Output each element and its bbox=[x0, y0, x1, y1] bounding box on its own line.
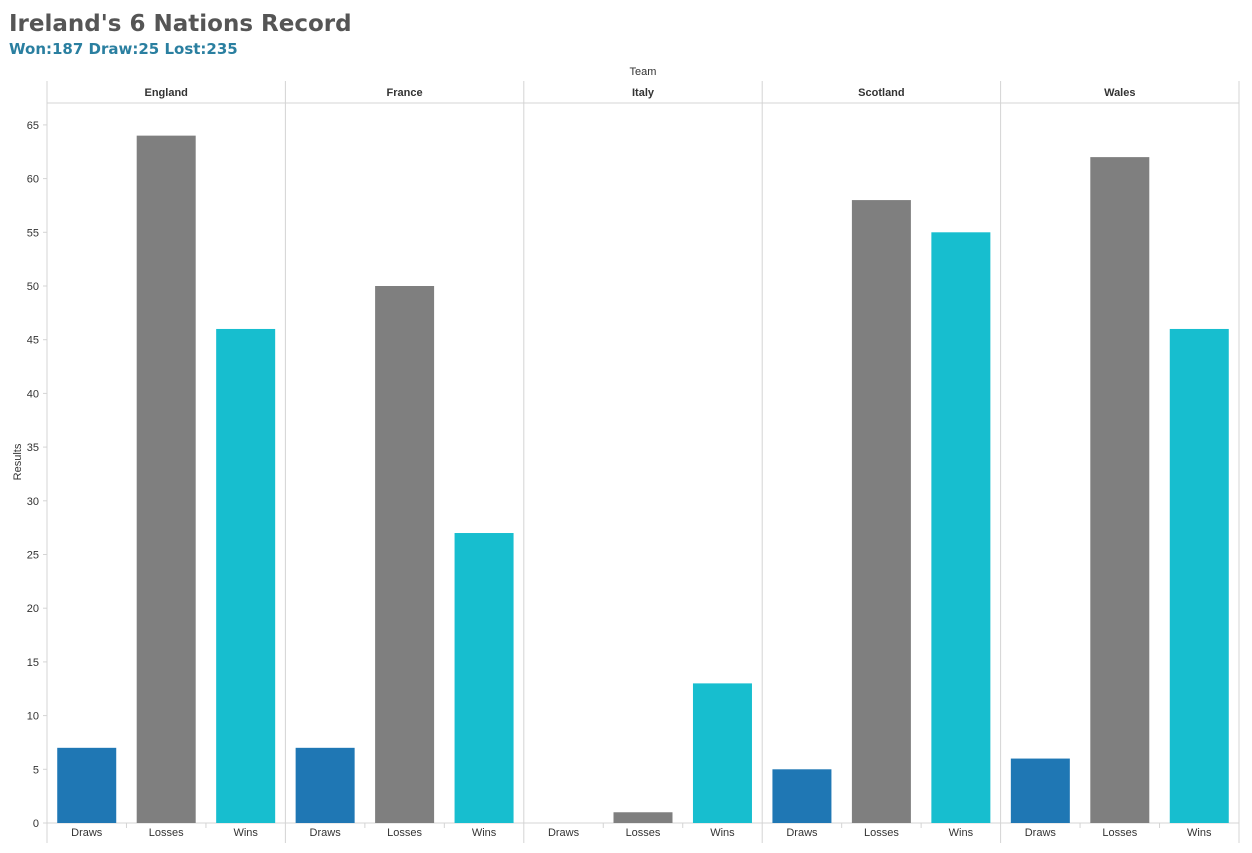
x-tick-label: Draws bbox=[310, 827, 342, 839]
x-tick-label: Wins bbox=[949, 827, 974, 839]
x-tick-label: Draws bbox=[548, 827, 580, 839]
x-tick-label: Losses bbox=[1102, 827, 1137, 839]
bar-france-wins bbox=[454, 533, 514, 823]
x-tick-label: Wins bbox=[710, 827, 735, 839]
y-tick-label: 10 bbox=[27, 711, 39, 723]
column-header: Team bbox=[630, 66, 657, 78]
x-tick-label: Losses bbox=[387, 827, 422, 839]
y-tick-label: 55 bbox=[27, 227, 39, 239]
x-tick-label: Losses bbox=[864, 827, 899, 839]
y-tick-label: 45 bbox=[27, 335, 39, 347]
y-tick-label: 20 bbox=[27, 603, 39, 615]
bar-england-draws bbox=[57, 747, 117, 823]
x-tick-label: Wins bbox=[233, 827, 258, 839]
chart-subtitle: Won:187 Draw:25 Lost:235 bbox=[9, 40, 238, 58]
bar-france-losses bbox=[375, 286, 435, 823]
x-tick-label: Losses bbox=[626, 827, 661, 839]
x-tick-label: Draws bbox=[71, 827, 103, 839]
x-tick-label: Draws bbox=[1025, 827, 1057, 839]
panel-header-england: England bbox=[145, 87, 188, 99]
bar-england-wins bbox=[216, 328, 276, 823]
bar-england-losses bbox=[136, 135, 196, 823]
y-tick-label: 5 bbox=[33, 764, 39, 776]
bar-italy-wins bbox=[692, 683, 752, 823]
x-tick-label: Draws bbox=[786, 827, 818, 839]
y-axis-title: Results bbox=[12, 443, 24, 480]
panel-header-scotland: Scotland bbox=[858, 87, 904, 99]
bar-wales-wins bbox=[1169, 328, 1229, 823]
y-tick-label: 65 bbox=[27, 120, 39, 132]
y-tick-label: 25 bbox=[27, 550, 39, 562]
y-tick-label: 60 bbox=[27, 174, 39, 186]
chart-title: Ireland's 6 Nations Record bbox=[9, 11, 352, 37]
bar-wales-losses bbox=[1090, 157, 1150, 823]
bar-italy-losses bbox=[613, 812, 673, 823]
y-tick-label: 50 bbox=[27, 281, 39, 293]
bar-wales-draws bbox=[1010, 758, 1070, 823]
bar-france-draws bbox=[295, 747, 355, 823]
bar-scotland-draws bbox=[772, 769, 832, 823]
y-tick-label: 30 bbox=[27, 496, 39, 508]
bar-scotland-losses bbox=[851, 200, 911, 823]
x-tick-label: Wins bbox=[472, 827, 497, 839]
x-tick-label: Losses bbox=[149, 827, 184, 839]
y-tick-label: 15 bbox=[27, 657, 39, 669]
bar-scotland-wins bbox=[931, 232, 991, 824]
panel-header-wales: Wales bbox=[1104, 87, 1135, 99]
y-tick-label: 0 bbox=[33, 818, 39, 830]
y-tick-label: 40 bbox=[27, 388, 39, 400]
panel-header-italy: Italy bbox=[632, 87, 655, 99]
y-tick-label: 35 bbox=[27, 442, 39, 454]
panel-header-france: France bbox=[387, 87, 423, 99]
x-tick-label: Wins bbox=[1187, 827, 1212, 839]
